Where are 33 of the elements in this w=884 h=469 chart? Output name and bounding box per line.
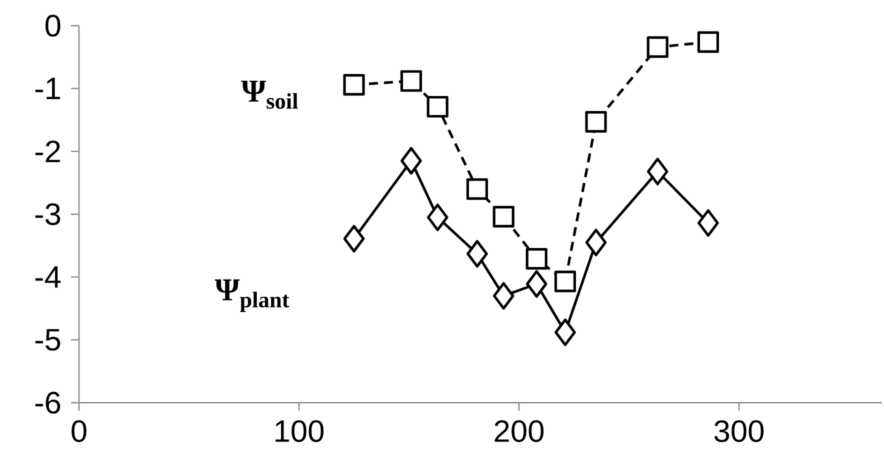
point xyxy=(492,282,514,310)
y-tick-label: -2 xyxy=(35,140,60,162)
point xyxy=(466,240,488,268)
point xyxy=(466,178,488,200)
y-tick-label: -5 xyxy=(35,329,60,351)
y-tick-label: -4 xyxy=(35,266,61,288)
y-tick-label: -3 xyxy=(35,203,60,226)
y-tick-label: -6 xyxy=(35,392,60,414)
point xyxy=(526,270,548,298)
x-tick-label: 100 xyxy=(276,420,324,442)
point xyxy=(554,270,576,292)
point xyxy=(343,224,365,253)
point xyxy=(400,70,422,92)
y-tick-label: -1 xyxy=(35,78,60,100)
point xyxy=(492,206,514,228)
point xyxy=(426,204,448,232)
point xyxy=(426,96,448,118)
text: Ψ$_{plant}$ xyxy=(214,279,290,312)
series-label: Ψ$_{soil}$ xyxy=(241,80,298,109)
x-tick-label: 200 xyxy=(494,420,544,442)
point xyxy=(343,74,365,96)
point xyxy=(646,36,668,58)
x-tick-label: 300 xyxy=(714,420,764,442)
point xyxy=(585,228,607,256)
x-tick-label: 0 xyxy=(72,420,86,442)
point xyxy=(526,248,548,270)
point xyxy=(585,111,607,133)
point xyxy=(400,146,422,175)
point xyxy=(697,31,720,53)
y-tick-label: 0 xyxy=(46,14,60,37)
point xyxy=(646,158,668,186)
point xyxy=(554,318,576,346)
point xyxy=(698,209,719,237)
